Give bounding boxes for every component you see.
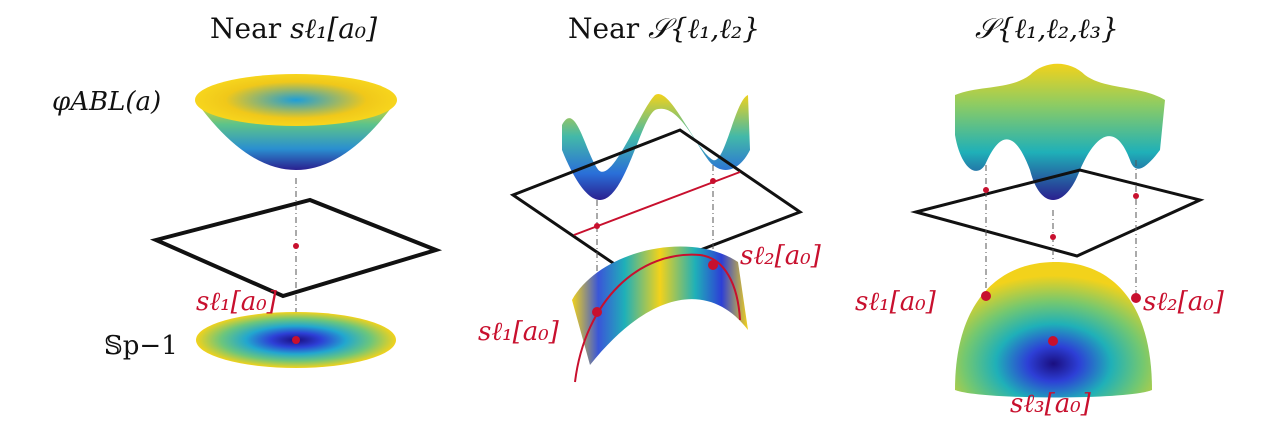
plane-point-left — [594, 223, 600, 229]
arch-surface — [572, 246, 748, 365]
plane-point-left — [983, 187, 989, 193]
p1-point-label: sℓ₁[a₀] — [196, 287, 278, 317]
panel2: sℓ₁[a₀] sℓ₂[a₀] — [478, 93, 822, 383]
panel1: sℓ₁[a₀] — [149, 74, 443, 368]
p3-left-label: sℓ₁[a₀] — [855, 287, 937, 317]
p2-right-label: sℓ₂[a₀] — [740, 241, 822, 271]
dome-surface — [955, 262, 1152, 398]
plane — [910, 168, 1205, 258]
p3-bottom-label: sℓ₃[a₀] — [1010, 389, 1092, 419]
bowl-rim — [195, 74, 397, 126]
panel3-title: 𝒮{ℓ₁,ℓ₂,ℓ₃} — [975, 12, 1119, 45]
function-label: φABL(a) — [52, 87, 161, 117]
panel1-title: Near sℓ₁[a₀] — [210, 12, 377, 45]
cap-surface — [955, 63, 1165, 200]
plane-point-center — [1050, 234, 1056, 240]
arch-red-curve — [574, 253, 741, 383]
sphere-point — [292, 336, 300, 344]
p3-right-label: sℓ₂[a₀] — [1143, 287, 1225, 317]
arch-point-right — [708, 260, 718, 270]
panel3: sℓ₁[a₀] sℓ₂[a₀] sℓ₃[a₀] — [855, 63, 1225, 419]
plane-point — [293, 243, 299, 249]
panel2-title: Near 𝒮{ℓ₁,ℓ₂} — [568, 12, 760, 45]
dome-point-bottom — [1048, 336, 1058, 346]
p2-left-label: sℓ₁[a₀] — [478, 317, 560, 347]
dome-point-right — [1131, 293, 1141, 303]
plane-point-right — [1133, 193, 1139, 199]
wave-surface — [562, 93, 750, 200]
sphere-label: 𝕊p−1 — [104, 331, 178, 361]
plane — [149, 197, 443, 299]
plane-point-right — [710, 178, 716, 184]
dome-point-left — [981, 291, 991, 301]
plane — [509, 128, 804, 278]
arch-point-left — [592, 307, 602, 317]
